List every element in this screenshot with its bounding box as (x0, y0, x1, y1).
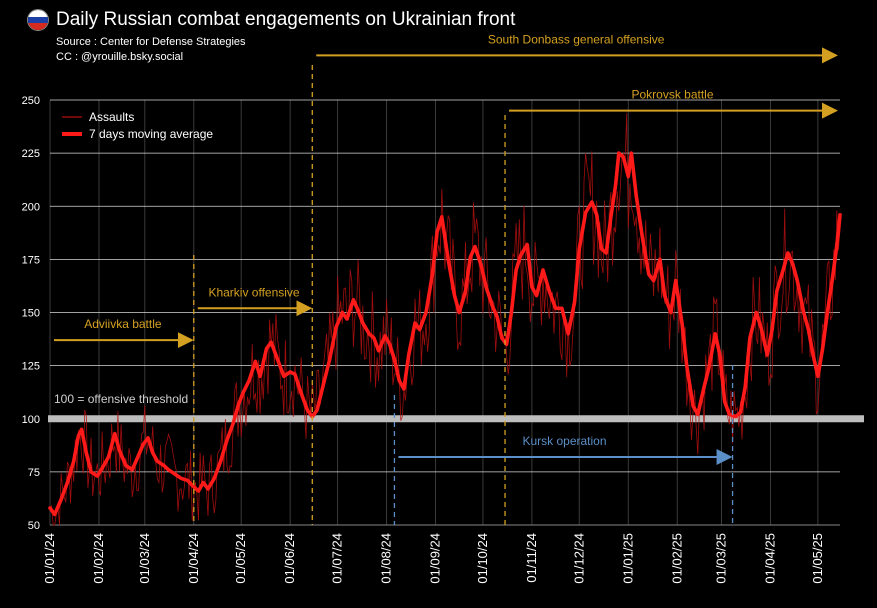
x-tick-label: 01/03/25 (714, 533, 729, 584)
y-tick-label: 100 (22, 414, 40, 426)
x-tick-label: 01/01/24 (42, 533, 57, 584)
x-tick-label: 01/05/25 (810, 533, 825, 584)
y-tick-label: 125 (22, 361, 40, 373)
threshold-label: 100 = offensive threshold (54, 392, 188, 406)
annotation-label: South Donbass general offensive (488, 32, 665, 46)
x-tick-label: 01/10/24 (475, 533, 490, 584)
chart-header: Daily Russian combat engagements on Ukra… (0, 0, 877, 70)
x-tick-label: 01/04/25 (762, 533, 777, 584)
flag-white-stripe (28, 10, 48, 17)
x-tick-label: 01/04/24 (186, 533, 201, 584)
x-tick-label: 01/01/25 (620, 533, 635, 584)
x-tick-label: 01/11/24 (524, 533, 539, 583)
flag-red-stripe (28, 23, 48, 30)
x-tick-label: 01/03/24 (137, 533, 152, 584)
x-tick-label: 01/05/24 (233, 533, 248, 584)
annotation-label: Kharkiv offensive (208, 285, 299, 299)
x-tick-label: 01/09/24 (428, 533, 443, 584)
russia-flag-icon (27, 9, 49, 31)
assaults-daily-line (49, 113, 841, 526)
x-tick-label: 01/12/24 (571, 533, 586, 584)
y-tick-label: 250 (22, 95, 40, 107)
x-tick-label: 01/02/24 (91, 533, 106, 584)
threshold-line (48, 415, 864, 423)
y-tick-label: 200 (22, 201, 40, 213)
x-tick-label: 01/02/25 (669, 533, 684, 584)
legend-moving-average-label: 7 days moving average (89, 127, 213, 141)
flag-blue-stripe (28, 16, 48, 24)
legend-assaults-label: Assaults (89, 110, 134, 124)
annotation-label: Adviivka battle (84, 317, 162, 331)
chart-credit: CC : @yrouille.bsky.social (56, 51, 184, 63)
y-tick-label: 150 (22, 308, 40, 320)
annotation-label: Pokrovsk battle (631, 88, 713, 102)
y-tick-label: 50 (28, 520, 40, 532)
y-tick-label: 75 (28, 467, 40, 479)
y-tick-label: 225 (22, 148, 40, 160)
chart-title: Daily Russian combat engagements on Ukra… (56, 9, 516, 30)
chart-source: Source : Center for Defense Strategies (56, 36, 246, 48)
y-tick-label: 175 (22, 254, 40, 266)
annotation-label: Kursk operation (522, 434, 606, 448)
x-tick-label: 01/08/24 (379, 533, 394, 584)
x-tick-label: 01/07/24 (330, 533, 345, 584)
x-tick-label: 01/06/24 (282, 533, 297, 584)
